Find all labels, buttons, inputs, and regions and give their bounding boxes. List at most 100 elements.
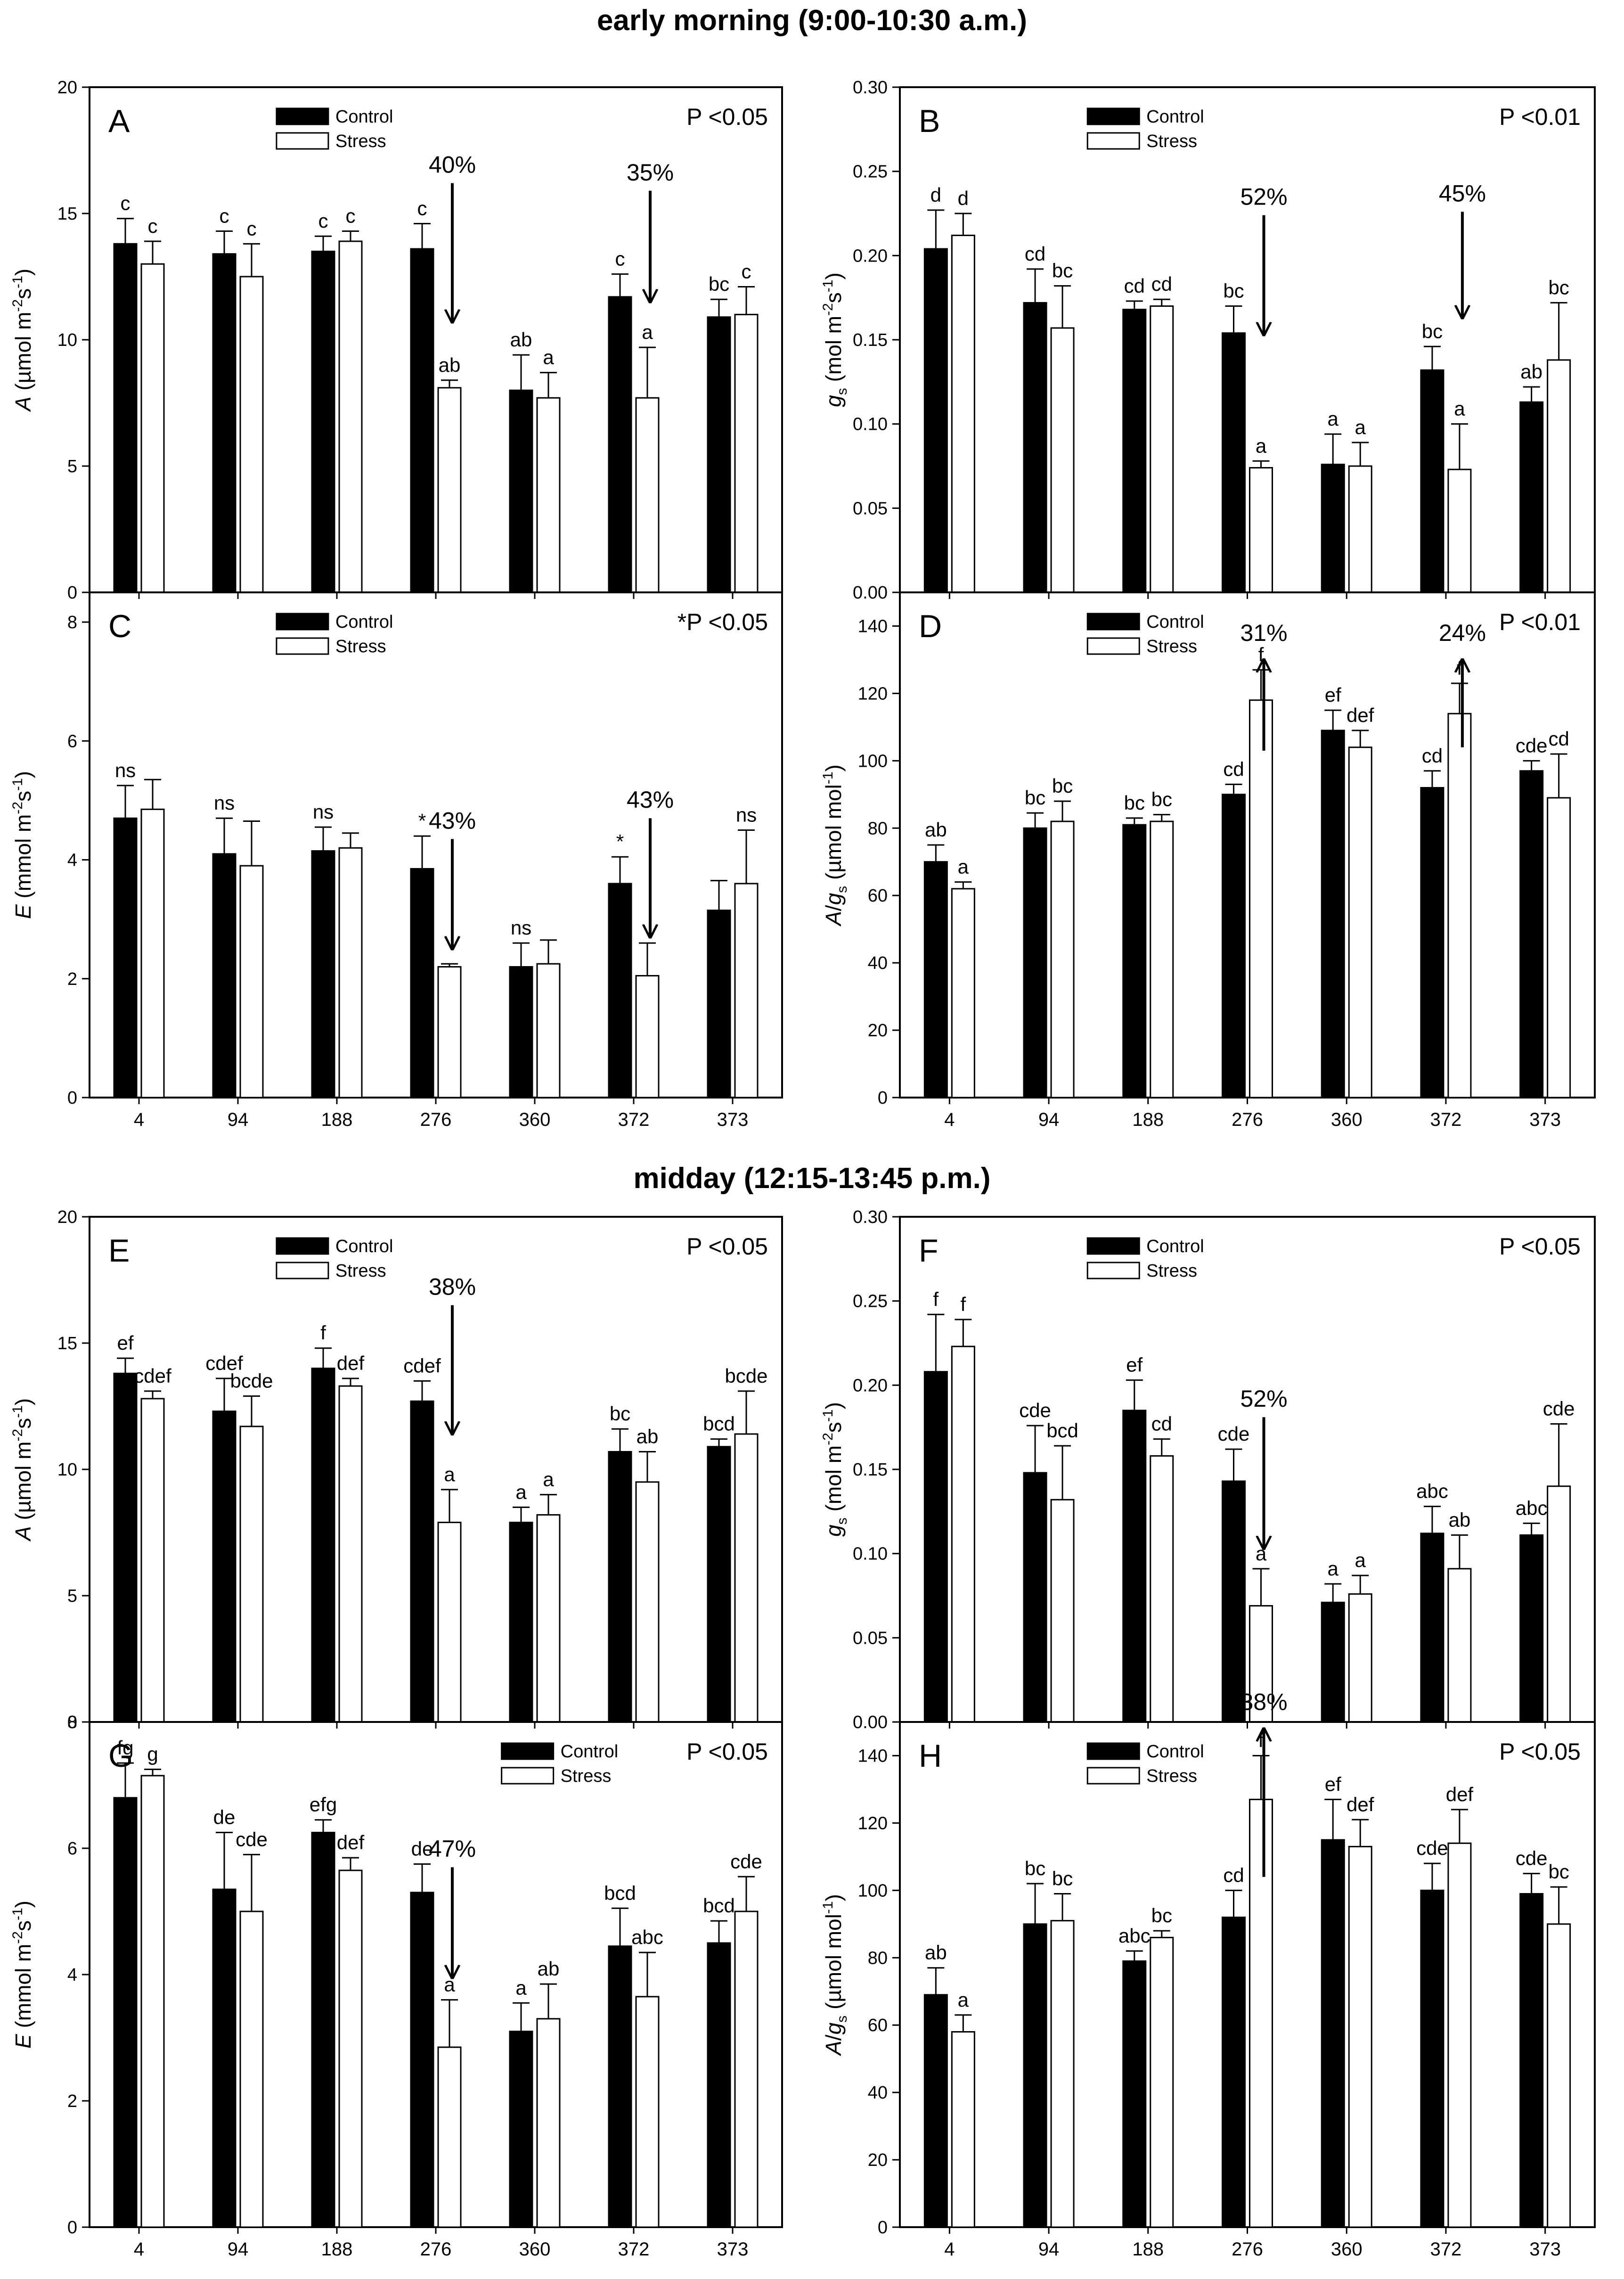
significance-label: a: [444, 1463, 455, 1485]
bar-control: [1222, 794, 1246, 1099]
panel-letter: B: [919, 103, 940, 139]
significance-label: a: [543, 346, 554, 369]
bar-control: [1321, 1601, 1345, 1723]
bar-control: [410, 1400, 434, 1723]
bar-stress: [1447, 713, 1472, 1099]
x-tick-label: 188: [1132, 1109, 1164, 1130]
panel-letter: E: [108, 1233, 130, 1269]
legend-swatch-stress: [1086, 637, 1140, 655]
bar-control: [1420, 787, 1444, 1099]
bar-control: [311, 250, 335, 593]
bar-stress: [1447, 468, 1472, 593]
bar-control: [1420, 369, 1444, 593]
significance-label: c: [615, 248, 625, 270]
panel-e: 0 5 10 15 20 A (µmol m-2s-1) E P <0.05 Control St…: [10, 1207, 783, 1732]
x-tick-label: 372: [618, 1109, 650, 1130]
plot-frame: [899, 1721, 1596, 2228]
legend-label-control: Control: [561, 1742, 619, 1762]
bar-control: [923, 1994, 948, 2228]
y-axis-label: A (µmol m-2s-1): [10, 269, 35, 412]
significance-label: ab: [925, 819, 947, 841]
legend-swatch-control: [1086, 107, 1140, 125]
bar-control: [1222, 1917, 1246, 2228]
y-tick-label: 10: [57, 330, 77, 350]
significance-label: bc: [1052, 1867, 1073, 1889]
significance-label: cd: [1151, 1413, 1172, 1435]
y-tick-label: 0.10: [853, 415, 888, 434]
significance-label: cde: [236, 1828, 268, 1850]
legend-swatch-stress: [276, 637, 329, 655]
y-tick-label: 0: [67, 1088, 77, 1108]
bar-control: [410, 248, 434, 593]
bar-control: [923, 248, 948, 593]
bar-stress: [140, 1398, 165, 1723]
significance-label: cdef: [403, 1354, 441, 1377]
p-value-label: P <0.05: [686, 104, 768, 130]
bar-control: [1122, 824, 1147, 1099]
y-tick-label: 0.05: [853, 1628, 888, 1648]
significance-label: a: [1328, 408, 1339, 430]
bar-stress: [1050, 1499, 1075, 1723]
p-value-label: *P <0.05: [677, 609, 768, 635]
x-tick-label: 373: [717, 2239, 749, 2260]
bar-stress: [951, 888, 975, 1099]
y-axis-label: A/gs (µmol mol-1): [820, 1894, 850, 2057]
legend-swatch-stress: [1086, 132, 1140, 150]
bar-stress: [635, 1481, 660, 1723]
significance-label: de: [213, 1806, 236, 1828]
x-tick-label: 373: [1529, 2239, 1561, 2260]
y-tick-label: 0: [67, 1713, 77, 1732]
x-tick-label: 360: [1331, 2239, 1363, 2260]
bar-control: [212, 853, 237, 1099]
significance-label: cde: [1516, 1847, 1548, 1869]
significance-label: abc: [1118, 1925, 1151, 1947]
legend-label-stress: Stress: [1146, 637, 1197, 656]
section-title-midday: midday (12:15-13:45 p.m.): [633, 1162, 991, 1195]
significance-label: a: [958, 1989, 969, 2011]
significance-label: cdef: [205, 1352, 243, 1374]
bar-stress: [1150, 1455, 1174, 1723]
bar-control: [707, 910, 731, 1099]
change-percent-label: 24%: [1439, 620, 1486, 646]
bar-control: [311, 1832, 335, 2228]
p-value-label: P <0.01: [1499, 104, 1581, 130]
significance-label: a: [642, 321, 653, 343]
bar-control: [1519, 770, 1544, 1099]
x-tick-label: 276: [1232, 1109, 1263, 1130]
legend-swatch-control: [276, 613, 329, 631]
significance-label: bc: [1025, 787, 1045, 809]
bar-control: [1420, 1533, 1444, 1723]
bar-stress: [338, 1869, 363, 2228]
significance-label: a: [1355, 416, 1366, 438]
bar-control: [1519, 401, 1544, 593]
significance-label: def: [1347, 1793, 1374, 1815]
significance-label: ab: [538, 1958, 560, 1980]
bar-stress: [536, 2018, 561, 2228]
legend-label-control: Control: [1146, 1742, 1204, 1762]
y-axis-label: gs (mol m-2s-1): [820, 272, 850, 407]
significance-label: cd: [1422, 745, 1443, 767]
bar-stress: [140, 263, 165, 593]
y-tick-label: 0.05: [853, 499, 888, 518]
bar-stress: [734, 313, 759, 593]
y-tick-label: 80: [868, 819, 888, 838]
significance-label: cde: [1019, 1399, 1051, 1421]
significance-label: *: [616, 830, 624, 853]
bar-stress: [1150, 1936, 1174, 2228]
legend-swatch-stress: [1086, 1262, 1140, 1279]
legend-label-control: Control: [1146, 612, 1204, 632]
panel-letter: H: [919, 1738, 942, 1774]
significance-label: cd: [1548, 728, 1569, 750]
x-tick-label: 360: [519, 2239, 551, 2260]
y-tick-label: 0: [67, 583, 77, 603]
plot-frame: [89, 591, 783, 1099]
significance-label: ab: [439, 354, 461, 376]
significance-label: c: [318, 210, 328, 232]
bar-stress: [239, 1910, 264, 2228]
panel-letter: A: [108, 103, 130, 139]
bar-control: [608, 296, 632, 593]
bar-control: [212, 1888, 237, 2228]
x-tick-label: 372: [1430, 2239, 1462, 2260]
y-tick-label: 140: [858, 616, 888, 636]
x-tick-label: 188: [1132, 2239, 1164, 2260]
